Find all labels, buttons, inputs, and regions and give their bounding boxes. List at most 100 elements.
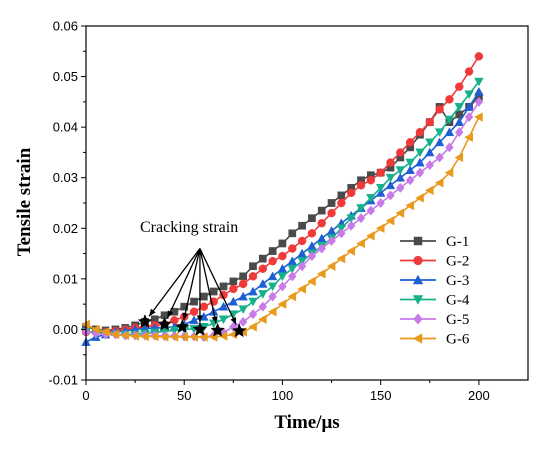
data-point: [297, 236, 307, 246]
legend-label: G-4: [446, 293, 470, 309]
data-point: [140, 331, 149, 342]
data-point: [434, 128, 445, 138]
data-point: [287, 256, 298, 266]
data-point: [405, 165, 415, 174]
x-tick-label: 50: [177, 388, 191, 403]
data-point: [356, 213, 366, 224]
data-point: [238, 316, 248, 327]
data-point: [464, 111, 474, 123]
data-point: [267, 282, 278, 292]
data-point: [375, 183, 386, 193]
data-point: [396, 148, 405, 157]
data-point: [444, 127, 455, 137]
annotation-arrow: [166, 248, 201, 319]
data-point: [474, 86, 484, 96]
data-point: [474, 52, 484, 61]
data-point: [327, 199, 336, 207]
legend-item-G-2: G-2: [400, 254, 469, 270]
data-point: [258, 279, 268, 288]
cracking-star-G-6: [231, 323, 247, 338]
data-point: [424, 185, 434, 196]
data-point: [316, 269, 326, 279]
y-tick-label: 0.04: [53, 120, 78, 135]
legend-marker: [413, 255, 423, 266]
data-point: [327, 208, 336, 218]
legend-item-G-6: G-6: [400, 332, 470, 348]
data-point: [425, 117, 434, 127]
data-point: [454, 152, 464, 163]
data-point: [288, 229, 297, 238]
legend-label: G-5: [446, 312, 469, 328]
data-point: [180, 302, 189, 311]
data-point: [386, 190, 395, 201]
series-G-6: [81, 112, 483, 342]
series-G-3: [81, 86, 484, 346]
axes: 0 50 100 150 200 -0.01 0.00 0.01 0.02 0.03 0.04 0.0…: [48, 19, 529, 403]
annotation-arrow: [183, 248, 201, 321]
data-point: [327, 235, 336, 246]
data-point: [317, 219, 326, 228]
data-point: [258, 254, 267, 263]
legend-marker: [412, 333, 423, 344]
y-tick-label: 0.00: [53, 322, 78, 337]
data-point: [228, 296, 239, 306]
annotation: Cracking strain: [137, 219, 247, 338]
legend-label: G-1: [446, 234, 469, 250]
data-point: [238, 305, 248, 315]
data-point: [268, 256, 277, 266]
cracking-strain-annotation: Cracking strain: [140, 219, 238, 236]
data-point: [257, 314, 267, 325]
data-point: [375, 223, 385, 234]
data-point: [435, 105, 444, 114]
data-point: [337, 198, 346, 208]
data-point: [425, 147, 435, 157]
data-point: [434, 137, 445, 147]
data-point: [385, 215, 395, 226]
plot-area: [81, 52, 484, 346]
data-point: [189, 307, 199, 316]
data-point: [346, 220, 356, 231]
data-point: [110, 329, 120, 340]
data-point: [229, 277, 238, 286]
data-point: [464, 102, 474, 111]
data-point: [248, 297, 258, 307]
data-point: [474, 77, 484, 87]
data-point: [238, 291, 248, 301]
data-point: [277, 272, 288, 282]
data-point: [248, 286, 258, 296]
data-point: [307, 251, 317, 262]
data-point: [316, 233, 327, 243]
data-point: [199, 302, 209, 311]
data-point: [366, 205, 376, 216]
x-axis-title: Time/μs: [274, 412, 339, 433]
data-point: [444, 167, 454, 178]
cracking-star-G-1: [137, 314, 153, 329]
data-point: [209, 287, 218, 296]
annotation-arrow: [199, 248, 237, 325]
data-point: [366, 231, 375, 241]
data-point: [317, 243, 327, 254]
data-point: [444, 115, 455, 125]
data-point: [405, 200, 414, 211]
x-tick-label: 100: [272, 388, 294, 403]
data-point: [278, 239, 287, 248]
data-point: [415, 193, 424, 203]
arrowhead: [230, 317, 237, 325]
legend-marker: [412, 274, 424, 285]
data-point: [287, 264, 298, 274]
data-point: [346, 246, 356, 256]
data-point: [396, 182, 405, 193]
data-point: [464, 132, 473, 142]
data-point: [229, 284, 238, 294]
data-point: [425, 138, 435, 148]
y-tick-label: 0.02: [53, 221, 78, 236]
legend-label: G-3: [446, 273, 469, 289]
legend-marker: [412, 295, 424, 305]
data-point: [298, 221, 306, 230]
data-point: [386, 158, 395, 167]
data-point: [277, 299, 287, 309]
data-point: [425, 160, 435, 171]
data-point: [169, 332, 179, 342]
data-point: [405, 158, 415, 168]
data-point: [249, 262, 257, 271]
